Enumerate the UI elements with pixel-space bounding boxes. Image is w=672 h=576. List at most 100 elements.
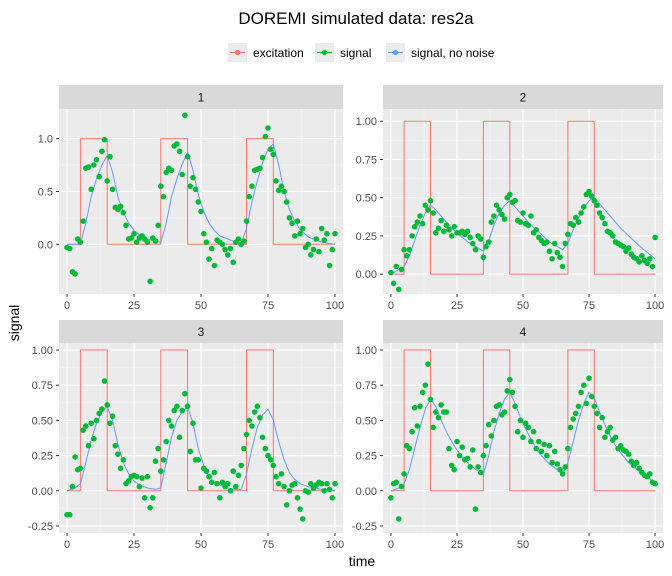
signal-point	[195, 457, 202, 463]
signal-point	[182, 390, 188, 397]
legend-item: signal	[315, 43, 371, 62]
signal-point	[417, 403, 423, 410]
signal-point	[294, 495, 301, 501]
signal-point	[493, 202, 500, 209]
signal-point	[243, 218, 250, 224]
signal-point	[72, 454, 78, 460]
signal-point	[652, 234, 658, 241]
signal-point	[85, 442, 92, 449]
signal-point	[388, 269, 394, 276]
signal-point	[446, 445, 452, 452]
signal-point	[289, 220, 295, 226]
signal-point	[166, 417, 172, 424]
signal-point	[99, 148, 105, 155]
y-tick-label: 0.75	[356, 380, 377, 392]
facet-strip-label: 2	[520, 91, 527, 105]
signal-point	[464, 228, 471, 235]
signal-point	[182, 112, 188, 119]
legend-label: excitation	[253, 46, 304, 60]
signal-point	[171, 407, 177, 414]
x-tick-label: 100	[326, 300, 344, 312]
signal-point	[262, 445, 269, 452]
signal-point	[525, 222, 532, 228]
signal-point	[217, 495, 223, 501]
signal-point	[612, 434, 619, 441]
signal-point	[257, 414, 263, 421]
signal-point	[158, 468, 164, 474]
excitation-line	[67, 349, 335, 492]
signal-point	[549, 255, 555, 262]
signal-point	[470, 447, 476, 453]
x-tick-label: 50	[195, 539, 207, 551]
signal-point	[565, 445, 571, 452]
signal-point	[451, 223, 458, 230]
signal-point	[390, 280, 397, 287]
y-tick-label: 0.25	[32, 451, 53, 463]
signal-point	[546, 248, 553, 254]
signal-point	[446, 227, 452, 233]
signal-point	[536, 438, 542, 445]
signal-point	[321, 237, 328, 243]
signal-point	[551, 448, 558, 455]
signal-point	[101, 378, 108, 384]
signal-point	[316, 248, 322, 255]
signal-point	[267, 457, 274, 463]
signal-point	[99, 406, 105, 412]
signal-point	[596, 210, 603, 216]
signal-point	[112, 442, 119, 449]
signal-point	[414, 423, 421, 429]
signal-point	[406, 445, 413, 452]
signal-point	[480, 254, 487, 261]
signal-point	[499, 211, 505, 218]
signal-point	[583, 400, 590, 407]
x-tick-label: 25	[128, 539, 140, 551]
signal-point	[459, 444, 466, 450]
signal-point	[246, 193, 252, 200]
signal-point	[628, 458, 635, 465]
signal-point	[259, 154, 266, 161]
signal-point	[586, 188, 592, 195]
signal-point	[324, 480, 330, 487]
signal-point	[198, 485, 204, 491]
signal-point	[101, 136, 108, 143]
signal-point	[104, 402, 110, 408]
signal-point	[575, 403, 582, 410]
signal-point	[578, 389, 584, 396]
y-tick-label: 0.50	[356, 415, 377, 427]
signal-point	[496, 207, 503, 213]
signal-point	[283, 502, 290, 508]
signal-point	[433, 409, 439, 415]
signal-point	[588, 193, 595, 199]
signal-point	[72, 271, 78, 277]
signal-point	[294, 218, 301, 224]
signal-point	[329, 495, 336, 501]
facet-strip	[59, 85, 343, 109]
x-tick-label: 0	[64, 300, 70, 312]
signal-point	[150, 495, 156, 501]
signal-point	[649, 263, 656, 270]
signal-point	[93, 156, 100, 163]
x-tick-label: 100	[326, 539, 344, 551]
signal-point	[227, 245, 234, 252]
signal-point	[91, 162, 97, 168]
signal-point	[647, 471, 653, 477]
signal-point	[77, 239, 84, 245]
signal-point	[596, 424, 603, 431]
signal-point	[104, 178, 110, 184]
x-tick-label: 25	[128, 300, 140, 312]
signal-point	[179, 407, 185, 414]
signal-point	[586, 375, 592, 382]
signal-point	[305, 489, 312, 496]
signal-point	[133, 473, 140, 480]
signal-point	[636, 465, 642, 472]
facet-strip-label: 4	[520, 325, 527, 339]
signal-point	[308, 252, 314, 258]
signal-point	[501, 409, 508, 415]
panel-4: 4 -0.25 0.00 0.25 0.50 0.75 1.00 0 25 50 75 100	[352, 320, 664, 551]
signal-point	[206, 473, 212, 480]
signal-point	[136, 483, 143, 490]
signal-point	[85, 164, 92, 170]
signal-point	[203, 239, 210, 245]
signal-point	[200, 230, 207, 237]
signal-point	[292, 480, 298, 487]
